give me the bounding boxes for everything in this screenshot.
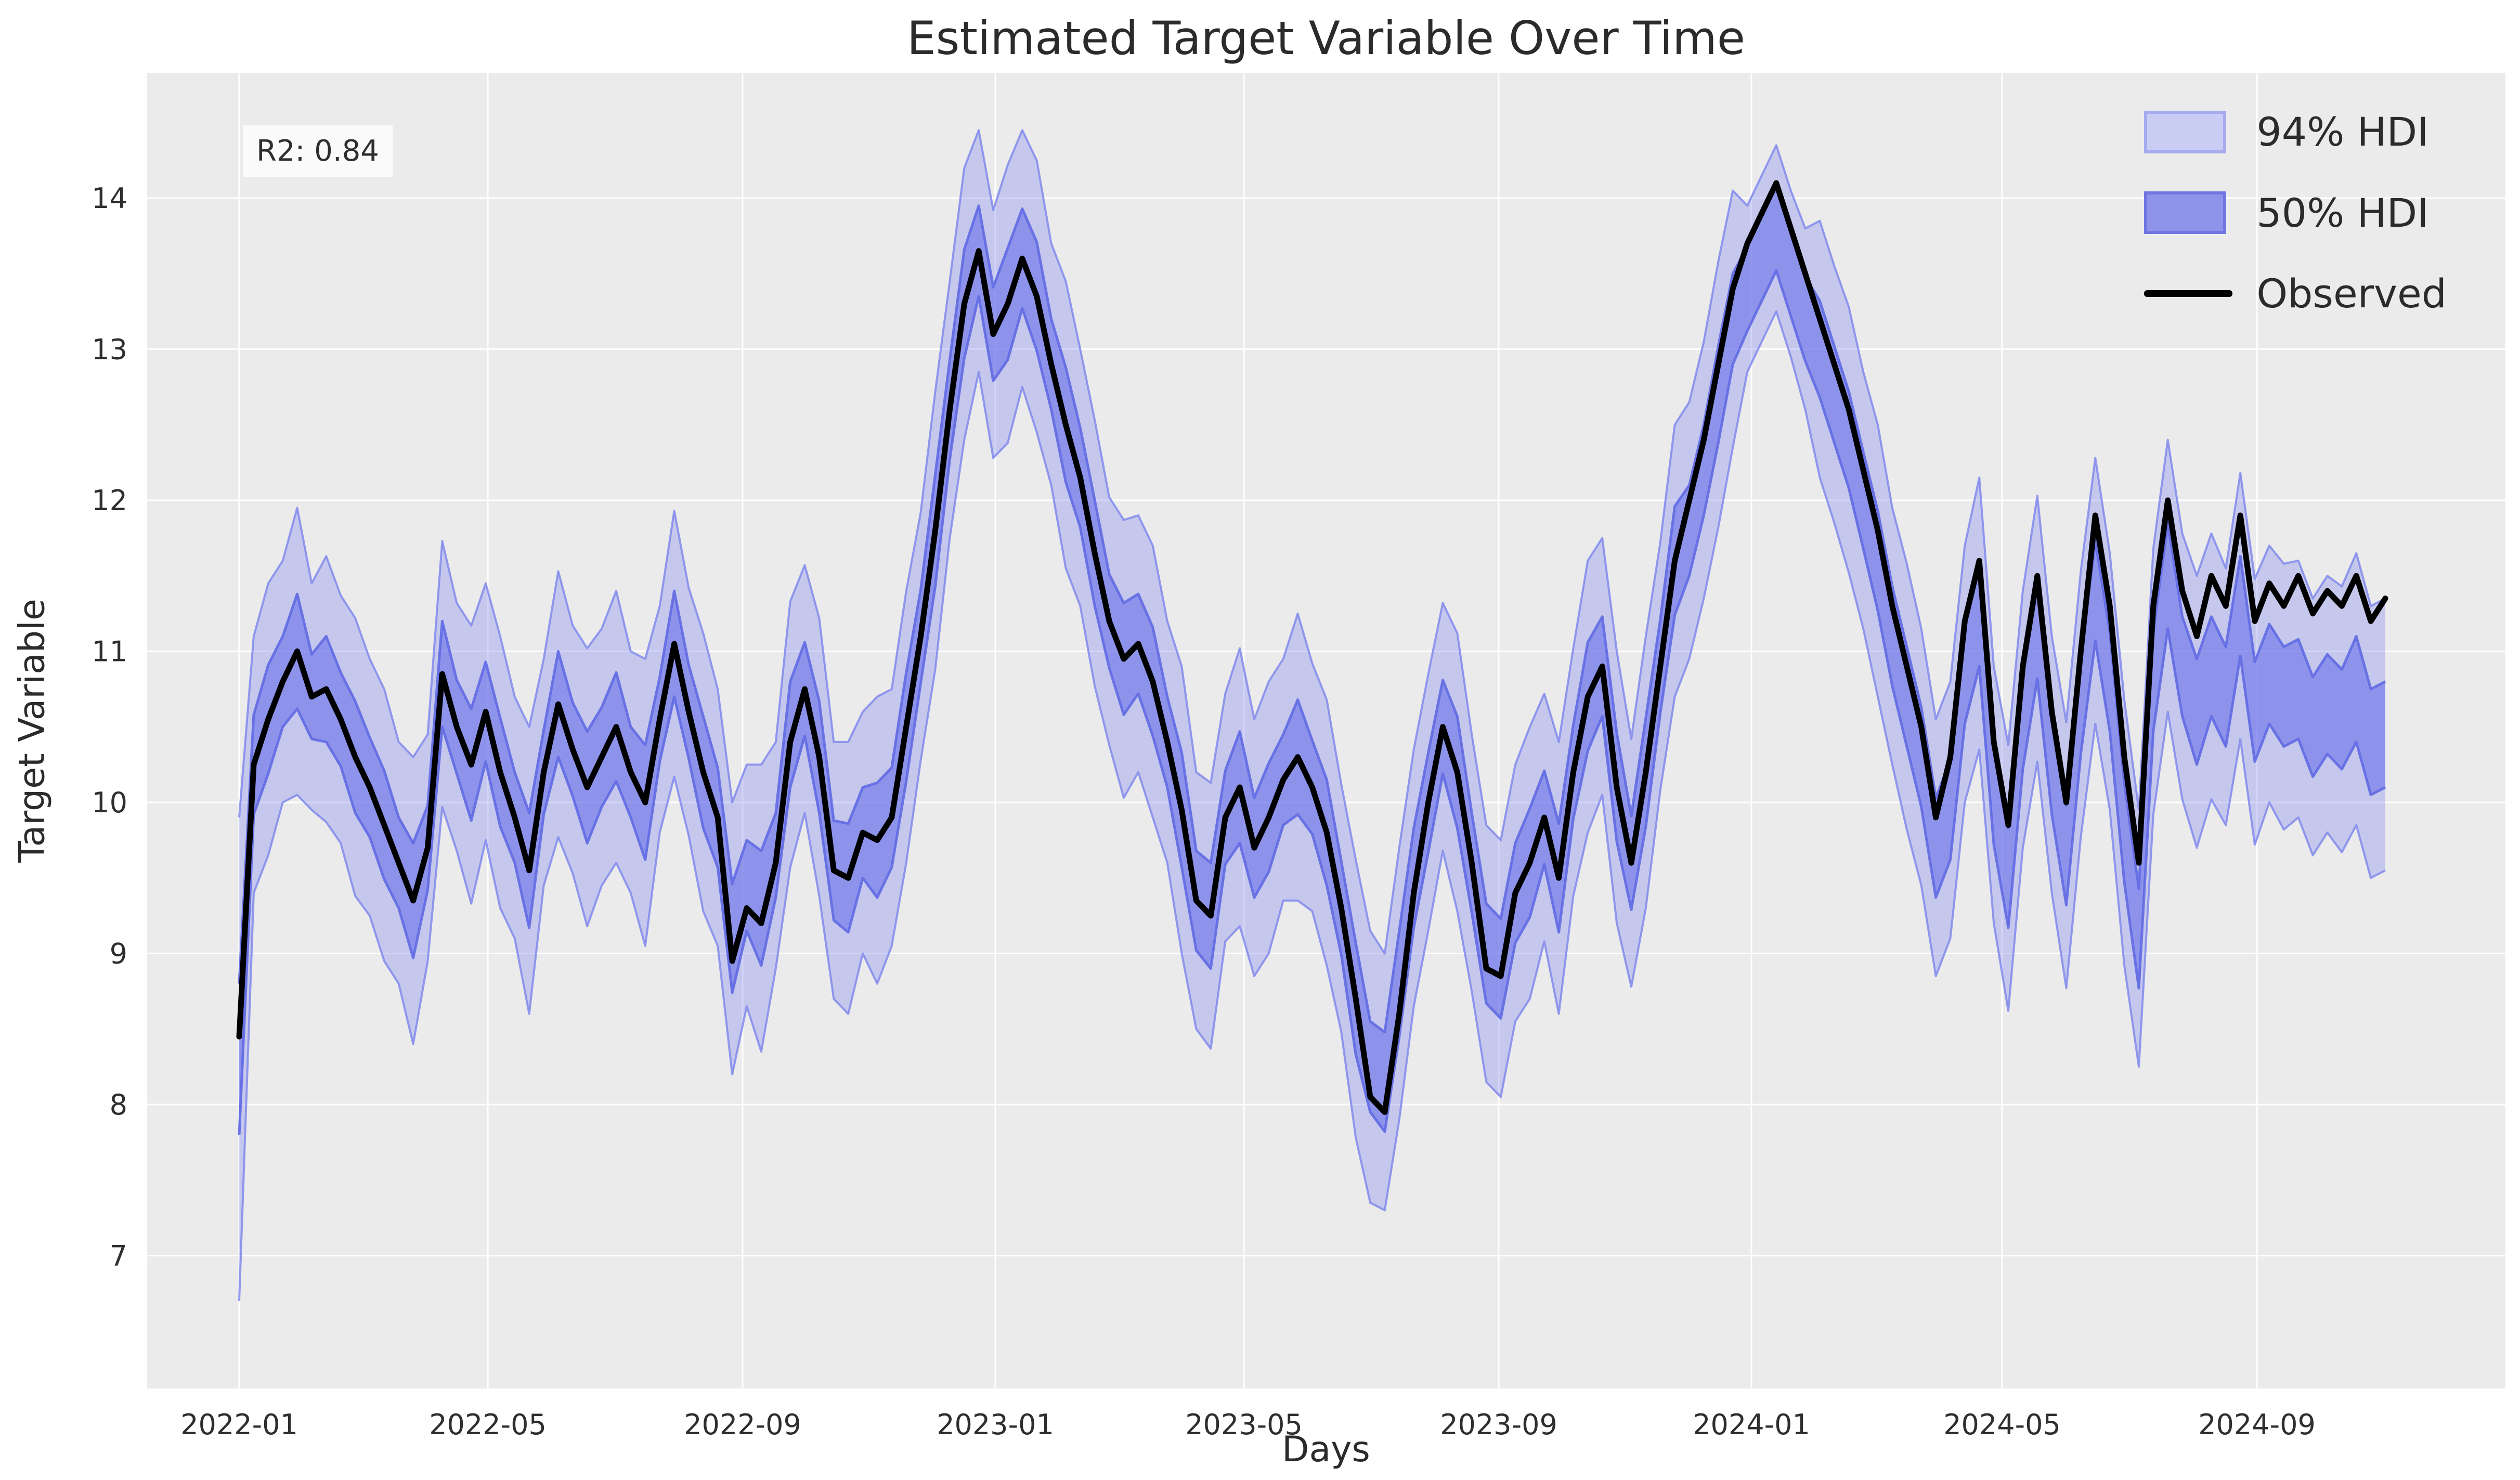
hdi50-lower-edge (238, 269, 2386, 1135)
x-tick-label: 2022-05 (429, 1408, 547, 1441)
y-tick-label: 9 (110, 938, 127, 970)
x-tick-label: 2022-09 (684, 1408, 801, 1441)
x-tick-label: 2023-09 (1440, 1408, 1557, 1441)
hdi94-lower-edge (238, 310, 2386, 1301)
x-tick-label: 2023-01 (937, 1408, 1054, 1441)
y-tick-label: 8 (110, 1088, 127, 1121)
y-axis-label: Target Variable (11, 599, 53, 863)
x-axis-label: Days (1282, 1429, 1370, 1470)
y-tick-label: 10 (92, 786, 127, 819)
x-tick-label: 2023-05 (1185, 1408, 1303, 1441)
legend-label: 50% HDI (2256, 189, 2429, 236)
y-tick-label: 7 (110, 1240, 127, 1273)
hdi94-upper-edge (238, 129, 2386, 955)
hdi50-swatch-icon (2144, 191, 2227, 235)
x-tick-label: 2024-09 (2198, 1408, 2316, 1441)
legend: 94% HDI 50% HDI Observed (2144, 110, 2447, 316)
legend-label: 94% HDI (2256, 109, 2429, 155)
y-tick-label: 13 (92, 333, 127, 366)
legend-label: Observed (2256, 270, 2447, 317)
y-tick-label: 12 (92, 484, 127, 517)
hdi94-swatch-icon (2144, 110, 2227, 153)
x-tick-label: 2022-01 (180, 1408, 298, 1441)
x-tick-label: 2024-05 (1943, 1408, 2061, 1441)
x-tick-label: 2024-01 (1693, 1408, 1810, 1441)
y-tick-label: 11 (92, 635, 127, 668)
r2-annotation: R2: 0.84 (243, 125, 393, 177)
y-tick-label: 14 (92, 182, 127, 215)
chart-title: Estimated Target Variable Over Time (906, 11, 1746, 65)
legend-item-50-hdi: 50% HDI (2144, 191, 2447, 235)
legend-item-94-hdi: 94% HDI (2144, 110, 2447, 154)
observed-line-swatch-icon (2144, 290, 2233, 297)
legend-item-observed: Observed (2144, 272, 2447, 316)
observed-line (236, 180, 2388, 1115)
